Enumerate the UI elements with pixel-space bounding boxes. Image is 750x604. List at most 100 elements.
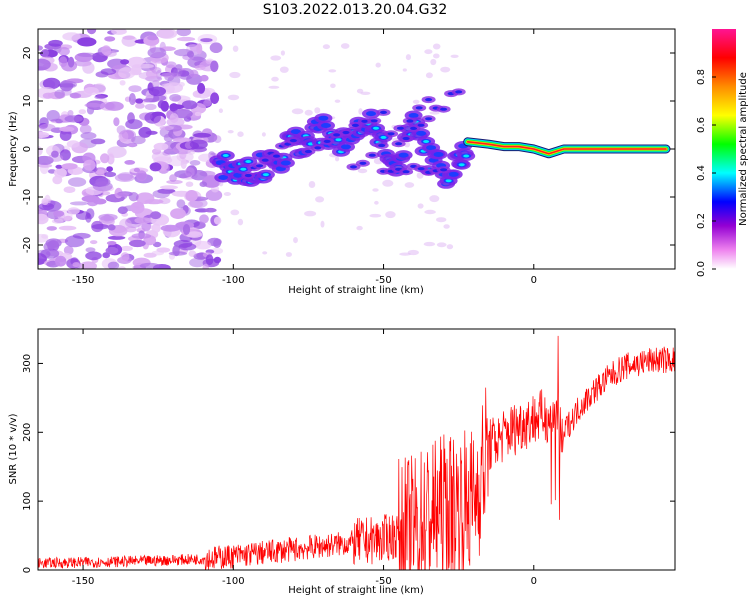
spectrogram-blob	[46, 110, 60, 122]
spectrogram-blob	[227, 94, 240, 101]
spectrogram-blob	[108, 152, 115, 164]
spectrogram-blob	[290, 129, 301, 135]
spectrogram-marks	[38, 29, 671, 269]
spectrogram-blob	[374, 200, 379, 205]
spectrogram-blob	[402, 68, 407, 72]
spectrogram-blob	[280, 50, 285, 56]
spectrogram-blob	[227, 130, 234, 134]
spectrogram-blob	[304, 109, 313, 116]
spectrogram-blob	[425, 117, 433, 121]
spectrogram-blob	[153, 142, 169, 151]
spectrogram-blob	[314, 107, 321, 114]
spectrogram-blob	[39, 123, 56, 132]
spectrogram-blob	[424, 209, 436, 215]
spectrogram-blob	[402, 170, 410, 174]
spectrogram-blob	[200, 74, 209, 82]
spectrogram-blob	[210, 92, 220, 104]
snr-series-line	[38, 335, 675, 570]
spectrogram-blob	[244, 173, 252, 178]
spectrogram-blob	[205, 189, 223, 201]
spectrogram-blob	[165, 61, 177, 69]
spectrogram-blob	[426, 145, 437, 151]
spectrogram-blob	[79, 261, 97, 269]
spectrogram-blob	[378, 143, 386, 148]
spectrogram-blob	[131, 135, 146, 145]
spectrogram-y-tick-label: -10	[22, 189, 33, 205]
spectrogram-blob	[77, 52, 97, 57]
spectrogram-y-tick-label: 0	[22, 146, 33, 152]
spectrogram-blob	[405, 54, 411, 61]
spectrogram-blob	[187, 149, 196, 155]
spectrogram-blob	[450, 54, 459, 58]
spectrogram-blob	[117, 172, 134, 181]
spectrogram-blob	[204, 207, 217, 213]
spectrogram-blob	[229, 71, 241, 79]
spectrogram-blob	[181, 100, 198, 110]
spectrogram-blob	[425, 98, 433, 102]
spectrogram-blob	[151, 67, 162, 74]
spectrogram-blob	[127, 142, 138, 148]
spectrogram-blob	[66, 140, 80, 148]
spectrogram-blob	[185, 181, 194, 187]
spectrogram-blob	[128, 85, 142, 93]
spectrogram-blob	[151, 80, 160, 88]
spectrogram-blob	[134, 217, 152, 224]
spectrogram-blob	[335, 138, 342, 142]
spectrogram-blob	[213, 135, 222, 144]
spectrogram-blob	[402, 136, 410, 141]
spectrogram-blob	[111, 29, 127, 35]
spectrogram-blob	[237, 131, 244, 137]
spectrogram-blob	[42, 77, 61, 90]
spectrogram-blob	[61, 163, 78, 170]
spectrogram-blob	[291, 108, 304, 115]
spectrogram-blob	[114, 192, 129, 197]
spectrogram-blob	[387, 132, 395, 136]
spectrogram-blob	[125, 119, 143, 130]
spectrogram-blob	[178, 243, 197, 251]
spectrogram-x-tick-label: -100	[222, 275, 245, 286]
spectrogram-blob	[136, 170, 147, 182]
spectrogram-blob	[205, 254, 214, 266]
colorbar-tick-label: 0.0	[696, 261, 707, 277]
snr-y-tick-label: 0	[22, 567, 33, 573]
spectrogram-blob	[256, 164, 264, 168]
spectrogram-blob	[430, 58, 437, 66]
spectrogram-blob	[87, 29, 97, 35]
spectrogram-blob	[128, 192, 139, 202]
spectrogram-blob	[182, 224, 191, 235]
snr-axes: -150 -100 -50 0 0 100 200 300	[22, 329, 675, 587]
spectrogram-blob	[189, 139, 208, 150]
spectrogram-blob	[315, 196, 325, 203]
spectrogram-blob	[188, 250, 197, 257]
snr-y-tick-label: 300	[22, 354, 33, 373]
spectrogram-blob	[197, 82, 206, 94]
spectrogram-blob	[120, 252, 130, 262]
spectrogram-blob	[382, 179, 394, 187]
spectrogram-blob	[38, 58, 51, 71]
spectrogram-blob	[285, 252, 292, 257]
spectrogram-blob	[163, 82, 184, 94]
spectrogram-blob	[143, 252, 157, 258]
spectrogram-blob	[423, 241, 436, 247]
spectrogram-blob	[106, 166, 113, 173]
spectrogram-blob	[432, 43, 441, 50]
spectrogram-blob	[358, 108, 363, 115]
spectrogram-blob	[455, 90, 463, 94]
spectrogram-blob	[443, 224, 450, 229]
spectrogram-blob	[350, 165, 357, 169]
spectrogram-blob	[213, 216, 222, 225]
spectrogram-blob	[128, 93, 136, 105]
spectrogram-blob	[67, 56, 75, 68]
spectrogram-blob	[375, 62, 381, 68]
spectrogram-blob	[58, 225, 77, 231]
spectrogram-blob	[328, 69, 337, 73]
spectrogram-blob	[445, 179, 452, 183]
snr-x-tick-label: -100	[222, 576, 245, 587]
spectrogram-blob	[96, 169, 105, 175]
spectrogram-blob	[372, 188, 379, 192]
spectrogram-blob	[131, 64, 142, 75]
spectrogram-blob	[323, 139, 331, 143]
spectrogram-blob	[40, 248, 60, 259]
spectrogram-blob	[373, 126, 379, 130]
spectrogram-blob	[261, 132, 266, 137]
